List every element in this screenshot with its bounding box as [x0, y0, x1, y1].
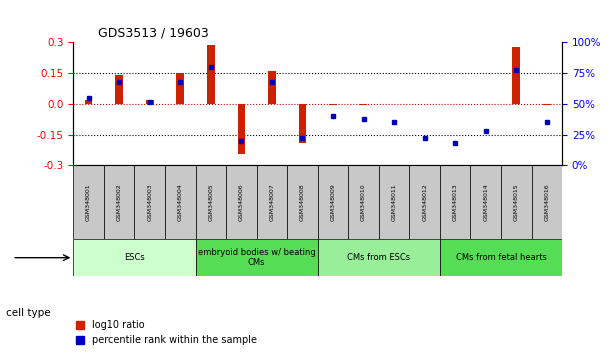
Text: GSM348012: GSM348012 — [422, 183, 427, 221]
Bar — [134, 165, 165, 239]
Bar — [226, 165, 257, 239]
Bar — [501, 165, 532, 239]
Bar — [409, 165, 440, 239]
Text: GSM348006: GSM348006 — [239, 183, 244, 221]
Bar — [470, 165, 501, 239]
Text: GSM348004: GSM348004 — [178, 183, 183, 221]
Legend: log10 ratio, percentile rank within the sample: log10 ratio, percentile rank within the … — [72, 316, 260, 349]
Bar — [348, 165, 379, 239]
Text: GSM348001: GSM348001 — [86, 183, 91, 221]
Text: GSM348011: GSM348011 — [392, 183, 397, 221]
Bar — [115, 75, 123, 104]
Bar — [85, 100, 92, 104]
Bar — [196, 165, 226, 239]
Text: CMs from fetal hearts: CMs from fetal hearts — [456, 253, 546, 262]
Bar — [165, 165, 196, 239]
Text: GSM348005: GSM348005 — [208, 183, 213, 221]
Text: GSM348009: GSM348009 — [331, 183, 335, 221]
Text: GSM348013: GSM348013 — [453, 183, 458, 221]
Bar — [287, 165, 318, 239]
Bar — [73, 239, 196, 276]
Bar — [440, 165, 470, 239]
Bar — [268, 71, 276, 104]
Bar — [177, 73, 184, 104]
Text: GSM348010: GSM348010 — [361, 183, 366, 221]
Text: cell type: cell type — [6, 308, 51, 318]
Text: GDS3513 / 19603: GDS3513 / 19603 — [98, 27, 208, 40]
Bar — [196, 239, 318, 276]
Bar — [543, 104, 551, 105]
Text: GSM348015: GSM348015 — [514, 183, 519, 221]
Text: GSM348002: GSM348002 — [117, 183, 122, 221]
Text: GSM348016: GSM348016 — [544, 183, 549, 221]
Text: GSM348014: GSM348014 — [483, 183, 488, 221]
Bar — [360, 104, 367, 105]
Bar — [257, 165, 287, 239]
Bar — [146, 100, 153, 104]
Text: GSM348003: GSM348003 — [147, 183, 152, 221]
Bar — [318, 165, 348, 239]
Bar — [238, 104, 245, 154]
Bar — [73, 165, 104, 239]
Text: GSM348007: GSM348007 — [269, 183, 274, 221]
Bar — [513, 47, 520, 104]
Bar — [379, 165, 409, 239]
Bar — [440, 239, 562, 276]
Bar — [104, 165, 134, 239]
Bar — [532, 165, 562, 239]
Text: embryoid bodies w/ beating
CMs: embryoid bodies w/ beating CMs — [198, 248, 315, 267]
Text: GSM348008: GSM348008 — [300, 183, 305, 221]
Bar — [329, 104, 337, 105]
Bar — [299, 104, 306, 143]
Text: ESCs: ESCs — [124, 253, 145, 262]
Text: CMs from ESCs: CMs from ESCs — [347, 253, 411, 262]
Bar — [318, 239, 440, 276]
Bar — [207, 45, 214, 104]
